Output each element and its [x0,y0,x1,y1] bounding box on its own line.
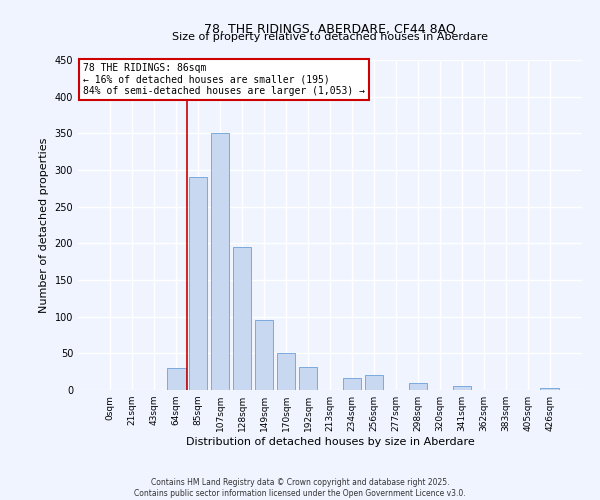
Bar [452,386,471,390]
Bar [189,178,208,390]
X-axis label: Distribution of detached houses by size in Aberdare: Distribution of detached houses by size … [185,437,475,447]
Text: 78, THE RIDINGS, ABERDARE, CF44 8AQ: 78, THE RIDINGS, ABERDARE, CF44 8AQ [204,22,456,36]
Bar [277,354,295,390]
Bar [167,368,185,390]
Text: Contains HM Land Registry data © Crown copyright and database right 2025.
Contai: Contains HM Land Registry data © Crown c… [134,478,466,498]
Bar [409,382,427,390]
Bar [541,388,559,390]
Bar [233,247,251,390]
Bar [365,376,383,390]
Bar [343,378,361,390]
Text: Size of property relative to detached houses in Aberdare: Size of property relative to detached ho… [172,32,488,42]
Bar [211,134,229,390]
Bar [299,366,317,390]
Bar [255,320,274,390]
Text: 78 THE RIDINGS: 86sqm
← 16% of detached houses are smaller (195)
84% of semi-det: 78 THE RIDINGS: 86sqm ← 16% of detached … [83,64,365,96]
Y-axis label: Number of detached properties: Number of detached properties [39,138,49,312]
